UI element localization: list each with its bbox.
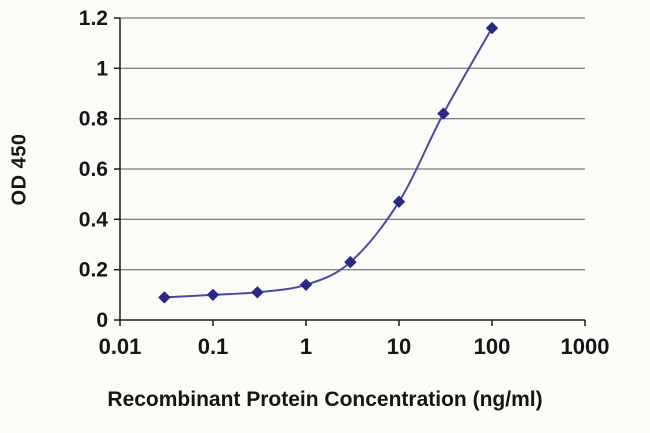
data-point-marker	[485, 21, 499, 35]
data-point-marker	[158, 291, 171, 304]
data-point-marker	[251, 286, 264, 299]
y-tick-label: 0.8	[79, 108, 109, 131]
y-tick-label: 0	[96, 309, 108, 332]
y-tick-label: 0.4	[79, 208, 109, 231]
data-point-marker	[299, 278, 313, 292]
y-tick-label: 0.6	[79, 158, 108, 181]
y-tick-label: 1	[96, 57, 108, 80]
x-tick-label: 1000	[561, 334, 610, 359]
x-tick-label: 10	[387, 334, 411, 359]
y-tick-label: 0.2	[79, 259, 108, 282]
x-tick-label: 1	[300, 334, 312, 359]
data-point-marker	[392, 195, 406, 208]
x-tick-label: 0.1	[198, 334, 229, 359]
data-point-marker	[206, 288, 220, 302]
y-tick-label: 1.2	[79, 7, 108, 30]
x-tick-label: 100	[474, 334, 511, 359]
data-point-marker	[437, 107, 450, 120]
x-axis-title: Recombinant Protein Concentration (ng/ml…	[107, 388, 543, 411]
data-point-marker	[344, 255, 357, 269]
y-axis-title: OD 450	[8, 133, 31, 206]
x-tick-label: 0.01	[99, 334, 142, 359]
